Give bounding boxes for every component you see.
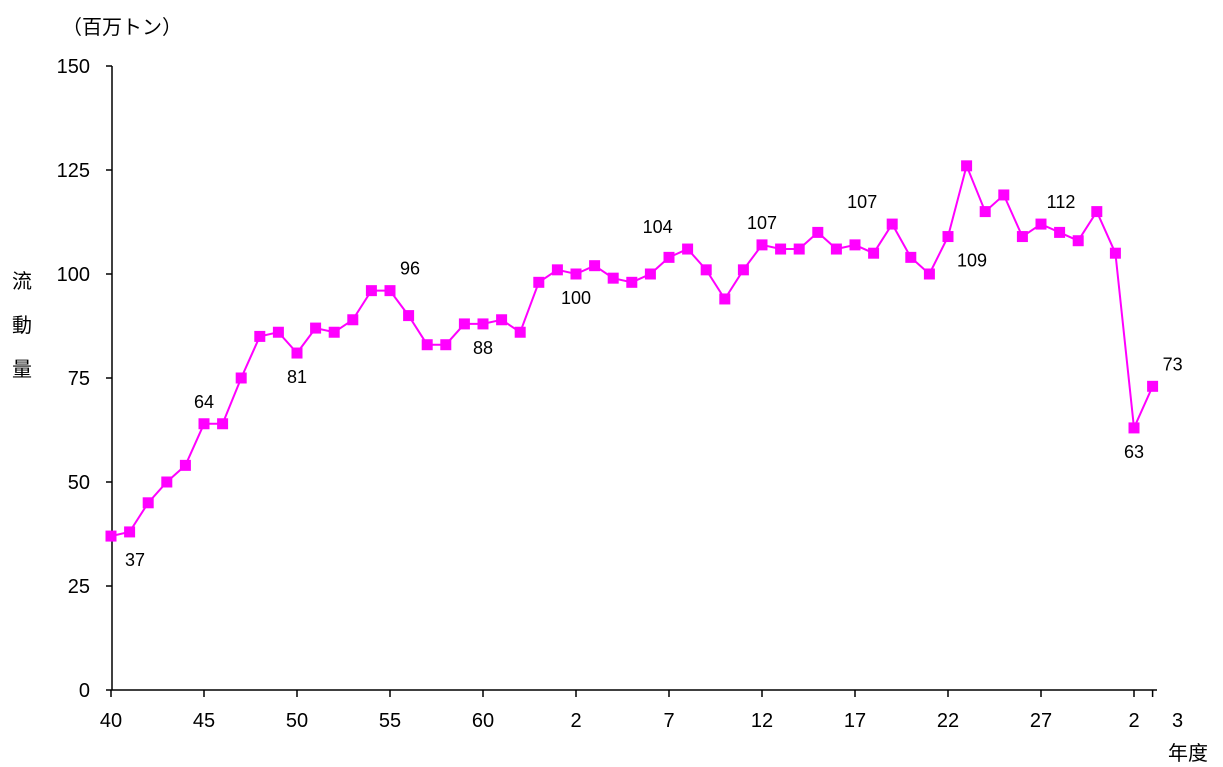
- data-point-marker: [830, 243, 842, 255]
- y-tick-label: 125: [57, 160, 90, 182]
- x-tick-label: 27: [1030, 710, 1052, 732]
- data-point-marker: [1072, 235, 1084, 247]
- data-point-marker: [998, 189, 1010, 201]
- data-point-marker: [365, 285, 377, 297]
- data-point-marker: [421, 339, 433, 351]
- unit-label: （百万トン）: [62, 15, 182, 39]
- data-point-marker: [905, 251, 917, 263]
- x-tick-label: 22: [937, 710, 959, 732]
- data-label: 37: [125, 550, 145, 570]
- y-axis-title: 流動量: [12, 269, 32, 381]
- data-point-marker: [1109, 247, 1121, 259]
- data-label: 96: [400, 259, 420, 279]
- data-point-marker: [403, 310, 415, 322]
- x-tick-label: 60: [472, 710, 494, 732]
- data-point-marker: [514, 326, 526, 338]
- data-point-marker: [923, 268, 935, 280]
- x-tick-label: 40: [100, 710, 122, 732]
- data-point-marker: [198, 418, 210, 430]
- data-point-marker: [682, 243, 694, 255]
- data-label: 107: [747, 213, 777, 233]
- data-point-marker: [458, 318, 470, 330]
- data-point-marker: [291, 347, 303, 359]
- data-point-marker: [1091, 206, 1103, 218]
- data-point-marker: [663, 251, 675, 263]
- data-label: 73: [1163, 354, 1183, 374]
- data-point-marker: [793, 243, 805, 255]
- data-point-marker: [477, 318, 489, 330]
- data-point-marker: [254, 330, 266, 342]
- y-tick-label: 25: [68, 576, 90, 598]
- x-tick-label: 12: [751, 710, 773, 732]
- y-tick-label: 150: [57, 56, 90, 78]
- data-point-marker: [384, 285, 396, 297]
- data-point-marker: [1128, 422, 1140, 434]
- data-point-marker: [942, 231, 954, 243]
- data-point-marker: [124, 526, 136, 538]
- x-axis-title: 年度: [1168, 741, 1208, 765]
- data-point-marker: [737, 264, 749, 276]
- data-point-marker: [719, 293, 731, 305]
- data-point-marker: [142, 497, 154, 509]
- data-point-marker: [217, 418, 229, 430]
- y-tick-label: 0: [79, 680, 90, 702]
- data-point-marker: [756, 239, 768, 251]
- data-point-marker: [1016, 231, 1028, 243]
- data-point-marker: [272, 326, 284, 338]
- x-tick-label: 3: [1172, 710, 1183, 732]
- x-tick-label: 45: [193, 710, 215, 732]
- data-point-marker: [868, 247, 880, 259]
- data-point-marker: [1054, 226, 1066, 238]
- data-point-marker: [700, 264, 712, 276]
- data-label: 63: [1124, 442, 1144, 462]
- data-point-marker: [775, 243, 787, 255]
- data-label: 109: [957, 251, 987, 271]
- y-tick-label: 50: [68, 472, 90, 494]
- data-point-marker: [570, 268, 582, 280]
- data-point-marker: [849, 239, 861, 251]
- data-label: 100: [561, 288, 591, 308]
- x-tick-label: 2: [570, 710, 581, 732]
- data-label: 104: [643, 217, 673, 237]
- data-point-marker: [179, 459, 191, 471]
- data-point-marker: [979, 206, 991, 218]
- data-point-marker: [812, 226, 824, 238]
- data-point-marker: [235, 372, 247, 384]
- x-tick-label: 7: [663, 710, 674, 732]
- y-tick-label: 75: [68, 368, 90, 390]
- data-point-marker: [644, 268, 656, 280]
- x-tick-label: 2: [1128, 710, 1139, 732]
- x-tick-label: 50: [286, 710, 308, 732]
- series-line: [110, 162, 1154, 538]
- data-point-marker: [607, 272, 619, 284]
- data-label: 112: [1047, 192, 1076, 212]
- data-point-marker: [551, 264, 563, 276]
- data-point-marker: [1147, 380, 1159, 392]
- data-point-marker: [328, 326, 340, 338]
- data-point-marker: [589, 260, 601, 272]
- data-label: 88: [473, 338, 493, 358]
- data-label: 64: [194, 392, 214, 412]
- x-tick-label: 17: [844, 710, 866, 732]
- data-label: 107: [847, 192, 877, 212]
- data-label: 81: [287, 367, 307, 387]
- data-point-marker: [626, 276, 638, 288]
- data-point-marker: [961, 160, 973, 172]
- data-point-marker: [886, 218, 898, 230]
- data-point-marker: [310, 322, 322, 334]
- data-point-marker: [161, 476, 173, 488]
- data-point-marker: [440, 339, 452, 351]
- data-point-marker: [347, 314, 359, 326]
- data-point-marker: [1035, 218, 1047, 230]
- data-point-marker: [105, 530, 117, 542]
- x-tick-label: 55: [379, 710, 401, 732]
- data-point-marker: [533, 276, 545, 288]
- data-point-marker: [496, 314, 508, 326]
- y-tick-label: 100: [57, 264, 90, 286]
